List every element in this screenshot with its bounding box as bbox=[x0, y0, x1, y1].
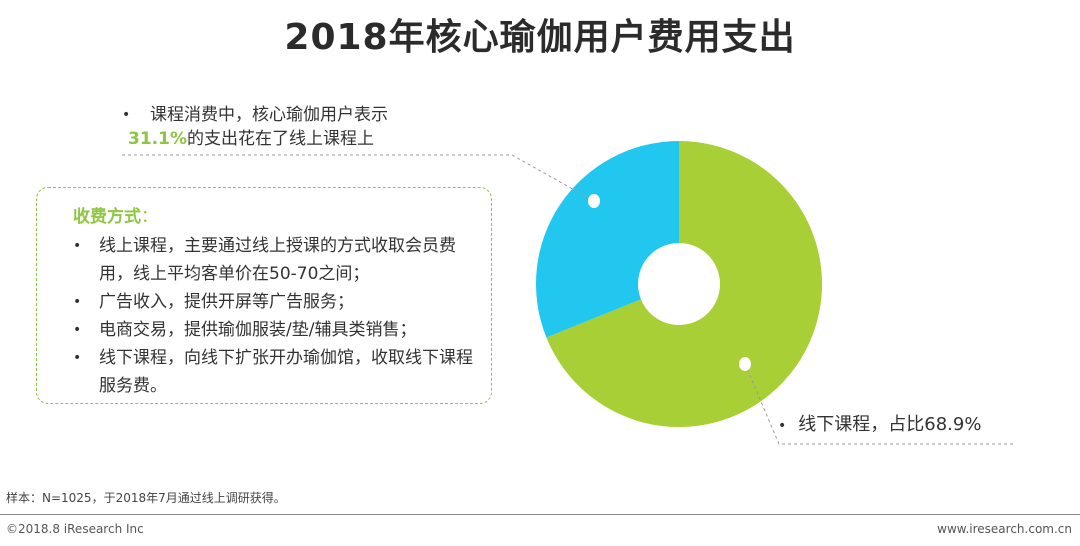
website: www.iresearch.com.cn bbox=[937, 522, 1072, 536]
offline-callout-text: 线下课程，占比68.9% bbox=[798, 414, 982, 435]
list-item-text: 电商交易，提供瑜伽服装/垫/辅具类销售； bbox=[99, 320, 417, 340]
charging-methods-box: 收费方式： • 线上课程，主要通过线上授课的方式收取会员费用，线上平均客单价在50… bbox=[36, 187, 492, 404]
pie-slice-online bbox=[536, 140, 679, 338]
copyright: ©2018.8 iResearch Inc bbox=[6, 522, 144, 536]
bullet-icon: • bbox=[73, 322, 82, 338]
list-item-text: 线上课程，主要通过线上授课的方式收取会员费用，线上平均客单价在50-70之间； bbox=[99, 236, 456, 284]
offline-callout: • 线下课程，占比68.9% bbox=[778, 410, 981, 436]
offline-leader-line bbox=[744, 363, 1016, 445]
list-item-text: 广告收入，提供开屏等广告服务； bbox=[99, 292, 354, 312]
online-callout: • 课程消费中，核心瑜伽用户表示 31.1%的支出花在了线上课程上 bbox=[122, 103, 388, 151]
list-item-text: 线下课程，向线下扩张开办瑜伽馆，收取线下课程服务费。 bbox=[99, 348, 473, 396]
offline-leader-marker bbox=[739, 357, 751, 371]
page-title: 2018年核心瑜伽用户费用支出 bbox=[284, 17, 796, 58]
online-leader-marker bbox=[588, 194, 600, 208]
pie-slice-offline bbox=[546, 141, 822, 427]
bullet-icon: • bbox=[73, 350, 82, 366]
list-item: • 线下课程，向线下扩张开办瑜伽馆，收取线下课程服务费。 bbox=[73, 344, 483, 400]
list-item: • 广告收入，提供开屏等广告服务； bbox=[73, 288, 483, 316]
charging-title-text: 收费方式 bbox=[73, 207, 141, 227]
bullet-icon: • bbox=[122, 107, 131, 123]
charging-title-colon: ： bbox=[141, 207, 158, 227]
charging-methods-title: 收费方式： bbox=[73, 202, 158, 227]
charging-methods-list: • 线上课程，主要通过线上授课的方式收取会员费用，线上平均客单价在50-70之间；… bbox=[73, 232, 483, 400]
online-callout-rest: 的支出花在了线上课程上 bbox=[186, 129, 374, 149]
list-item: • 电商交易，提供瑜伽服装/垫/辅具类销售； bbox=[73, 316, 483, 344]
online-callout-line1: 课程消费中，核心瑜伽用户表示 bbox=[150, 105, 388, 125]
sample-note: 样本：N=1025，于2018年7月通过线上调研获得。 bbox=[6, 491, 286, 505]
list-item: • 线上课程，主要通过线上授课的方式收取会员费用，线上平均客单价在50-70之间； bbox=[73, 232, 483, 288]
online-callout-line2: 31.1%的支出花在了线上课程上 bbox=[128, 127, 388, 151]
online-percentage: 31.1% bbox=[128, 129, 187, 149]
footer-divider bbox=[0, 514, 1080, 515]
bullet-icon: • bbox=[778, 418, 787, 434]
bullet-icon: • bbox=[73, 238, 82, 254]
online-leader-line bbox=[122, 154, 595, 202]
bullet-icon: • bbox=[73, 294, 82, 310]
